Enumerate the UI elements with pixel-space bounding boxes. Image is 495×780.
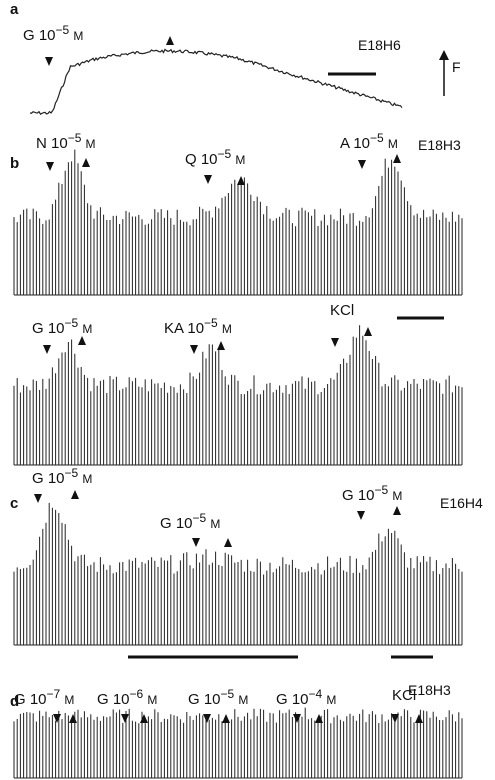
label-b2-glutamate: G 10−5 M [32, 316, 93, 337]
label-a-glutamate: G 10−5 M [23, 23, 84, 44]
marker-d-g4-off [315, 714, 323, 723]
trace-a [29, 48, 403, 116]
marker-c-g1-on [34, 494, 42, 503]
recording-id-b: E18H3 [418, 137, 461, 153]
marker-b2-g-on [43, 345, 51, 354]
fluorescence-axis-label: F [452, 59, 461, 75]
label-d-glutamate-1: G 10−7 M [14, 687, 75, 708]
marker-d-g3-on [203, 714, 211, 723]
marker-c-g3-on [357, 511, 365, 520]
marker-b2-ka-on [190, 345, 198, 354]
marker-b-n-on [46, 162, 54, 171]
recording-id-d: E18H3 [408, 682, 451, 698]
label-b-aspartate: A 10−5 M [340, 131, 398, 152]
label-d-glutamate-2: G 10−6 M [97, 687, 158, 708]
panel-label-a: a [10, 1, 19, 18]
marker-d-g4-on [293, 714, 301, 723]
marker-d-kcl-on [391, 714, 399, 723]
marker-b-q-off [237, 176, 245, 185]
label-d-kcl: KCl [392, 687, 417, 704]
label-d-glutamate-3: G 10−5 M [188, 687, 249, 708]
marker-b2-kcl-on [331, 338, 339, 347]
label-c-glutamate-2: G 10−5 M [160, 511, 221, 532]
marker-d-g1-off [69, 714, 77, 723]
marker-c-g1-off [71, 490, 79, 499]
label-b-nmda: N 10−5 M [36, 131, 96, 152]
label-c-glutamate-1: G 10−5 M [32, 466, 93, 487]
marker-b-a-off [393, 154, 401, 163]
marker-b2-ka-off [217, 341, 225, 350]
trace-d [13, 707, 463, 778]
marker-b2-kcl-off [364, 327, 372, 336]
marker-b-n-off [82, 158, 90, 167]
trace-c [13, 502, 463, 645]
marker-b2-g-off [78, 336, 86, 345]
fluorescence-arrow-head [439, 50, 449, 60]
label-b2-kcl: KCl [330, 302, 355, 319]
label-b2-kainate: KA 10−5 M [164, 316, 232, 337]
trace-b-upper [13, 149, 463, 295]
panel-label-d: d [10, 693, 20, 710]
panel-label-b: b [10, 155, 20, 172]
panel-label-c: c [10, 495, 19, 512]
marker-a-off [166, 36, 174, 45]
marker-d-g1-on [53, 714, 61, 723]
recording-id-a: E18H6 [358, 37, 401, 53]
marker-b-a-on [358, 160, 366, 169]
trace-b-lower [13, 325, 463, 465]
marker-d-g2-off [140, 714, 148, 723]
label-b-quisqualate: Q 10−5 M [185, 147, 246, 168]
recording-id-c: E16H4 [440, 495, 483, 511]
label-d-glutamate-4: G 10−4 M [276, 687, 337, 708]
marker-c-g2-on [192, 538, 200, 547]
marker-c-g2-off [224, 538, 232, 547]
marker-d-g2-on [121, 714, 129, 723]
marker-d-g3-off [222, 714, 230, 723]
marker-d-kcl-off [415, 714, 423, 723]
marker-b-q-on [204, 175, 212, 184]
label-c-glutamate-3: G 10−5 M [342, 483, 403, 504]
marker-c-g3-off [393, 506, 401, 515]
marker-a-on [45, 57, 53, 66]
